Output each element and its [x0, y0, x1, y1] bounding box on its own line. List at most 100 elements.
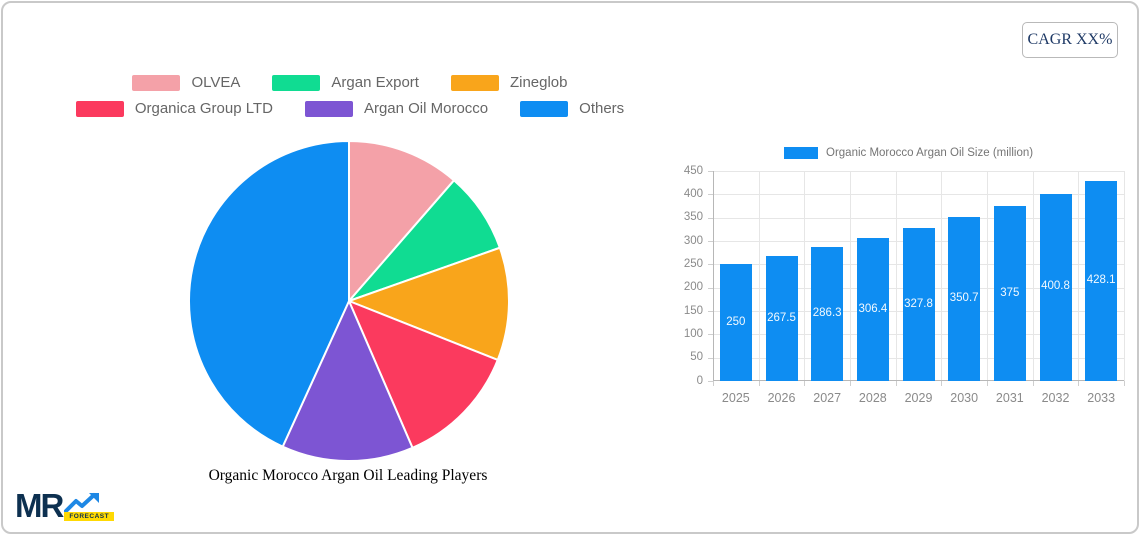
legend-label: Others	[579, 100, 625, 117]
legend-swatch	[272, 74, 321, 91]
x-axis-label: 2030	[950, 391, 979, 405]
bar-2033[interactable]	[1085, 181, 1118, 381]
pie-chart	[188, 140, 510, 462]
bar-2030[interactable]	[948, 217, 981, 381]
legend-label: OLVEA	[191, 74, 241, 91]
x-axis-tick	[987, 381, 988, 386]
legend-label: Zineglob	[509, 74, 568, 91]
bar-value-label: 400.8	[1041, 280, 1070, 293]
gridline-vertical	[758, 171, 760, 381]
bar-value-label: 286.3	[812, 307, 842, 320]
x-axis-label: 2028	[858, 391, 887, 405]
trend-arrow-icon	[64, 493, 100, 513]
x-axis-label: 2032	[1041, 391, 1070, 405]
y-axis-tick	[708, 287, 713, 289]
bar-2026[interactable]	[765, 256, 798, 381]
y-axis-tick	[708, 171, 713, 172]
gridline-vertical	[987, 171, 988, 381]
pie-slice-organica-group-ltd[interactable]	[348, 300, 499, 449]
pie-legend-item[interactable]: OLVEA	[132, 74, 240, 91]
bar-2028[interactable]	[856, 238, 889, 381]
pie-legend-item[interactable]: Zineglob	[450, 74, 568, 91]
y-axis-label: 450	[683, 164, 703, 177]
pie-legend-item[interactable]: Argan Oil Morocco	[304, 100, 489, 117]
x-axis-tick	[1032, 381, 1034, 386]
gridline-vertical	[1078, 171, 1080, 381]
y-axis-line	[713, 171, 714, 381]
bar-value-label: 306.4	[858, 302, 888, 315]
pie-legend-row: OLVEA Argan Export Zineglob	[30, 74, 670, 91]
y-axis-label: 50	[690, 351, 703, 364]
legend-swatch	[132, 74, 181, 91]
legend-label: Argan Oil Morocco	[363, 100, 489, 117]
bar-2031[interactable]	[993, 206, 1026, 381]
x-axis-tick	[1078, 381, 1080, 386]
x-axis-tick	[850, 381, 851, 386]
pie-chart-title: Organic Morocco Argan Oil Leading Player…	[208, 467, 488, 484]
x-axis-tick	[758, 381, 760, 386]
x-axis-tick	[941, 381, 943, 386]
x-axis-label: 2025	[721, 391, 750, 405]
x-axis-tick	[713, 381, 714, 386]
pie-slice-others[interactable]	[188, 140, 350, 448]
bar-2032[interactable]	[1039, 193, 1072, 381]
y-axis-label: 300	[683, 234, 703, 247]
x-axis-label: 2029	[904, 391, 933, 405]
gridline-horizontal	[713, 217, 1124, 219]
x-axis-label: 2027	[813, 391, 842, 405]
y-axis-label: 200	[683, 281, 703, 294]
bar-value-label: 350.7	[949, 292, 979, 305]
pie-legend-item[interactable]: Others	[520, 100, 624, 117]
logo-text: MR	[15, 487, 64, 524]
y-axis-tick	[708, 357, 713, 359]
bar-value-label: 327.8	[904, 297, 933, 310]
gridline-horizontal	[713, 194, 1124, 196]
pie-slice-zineglob[interactable]	[348, 246, 510, 361]
bar-value-label: 428.1	[1086, 274, 1116, 287]
y-axis-label: 100	[683, 327, 703, 340]
gridline-vertical	[1124, 171, 1125, 381]
gridline-vertical	[850, 171, 851, 381]
y-axis-label: 250	[683, 257, 703, 270]
legend-label: Argan Export	[331, 74, 419, 91]
bar-2027[interactable]	[811, 247, 844, 381]
bar-chart-plot-area: 250 267.5 286.3 306.4 327.8 350.7 375 400.8 428.…	[708, 171, 1125, 386]
x-axis-tick	[895, 381, 897, 386]
pie-legend-row: Organica Group LTD Argan Oil Morocco Other…	[30, 100, 670, 117]
y-axis-tick	[708, 241, 713, 242]
x-axis-label: 2026	[767, 391, 796, 405]
y-axis-tick	[708, 194, 713, 196]
bar-2029[interactable]	[902, 228, 935, 381]
y-axis-label: 0	[696, 374, 703, 387]
bar-value-label: 375	[1000, 286, 1020, 299]
bar-value-label: 267.5	[767, 311, 796, 324]
gridline-vertical	[1032, 171, 1034, 381]
bar-2025[interactable]	[719, 264, 752, 381]
pie-legend: OLVEA Argan Export Zineglob Organica Group …	[30, 74, 670, 117]
y-axis-tick	[708, 217, 713, 219]
legend-swatch	[520, 100, 569, 117]
pie-legend-item[interactable]: Argan Export	[272, 74, 419, 91]
y-axis-label: 150	[683, 304, 703, 317]
cagr-label: CAGR XX%	[1027, 31, 1113, 48]
y-axis-tick	[708, 264, 713, 266]
legend-label: Organica Group LTD	[134, 100, 273, 117]
legend-swatch	[75, 100, 124, 117]
gridline-vertical	[941, 171, 943, 381]
pie-legend-item[interactable]: Organica Group LTD	[75, 100, 273, 117]
y-axis-tick	[708, 311, 713, 312]
cagr-badge: CAGR XX%	[1022, 22, 1118, 58]
legend-swatch	[304, 100, 353, 117]
bar-legend-swatch	[784, 147, 818, 159]
gridline-vertical	[895, 171, 897, 381]
gridline-horizontal	[713, 171, 1124, 172]
pie-slice-olvea[interactable]	[348, 140, 456, 302]
legend-swatch	[450, 74, 499, 91]
bar-legend-label: Organic Morocco Argan Oil Size (million)	[826, 147, 1034, 159]
pie-slice-argan-oil-morocco[interactable]	[281, 300, 414, 462]
y-axis-tick	[708, 334, 713, 336]
bar-chart-legend[interactable]: Organic Morocco Argan Oil Size (million)	[784, 147, 1033, 159]
x-axis-tick	[804, 381, 806, 386]
x-axis-tick	[1124, 381, 1125, 386]
